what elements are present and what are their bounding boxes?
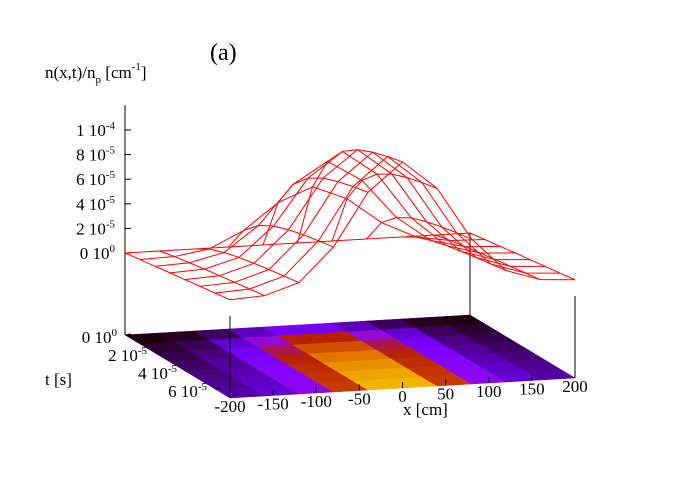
z-label-main: n(x,t)/n <box>45 63 96 82</box>
mesh-line <box>262 177 369 246</box>
tick-label: 1 10-4 <box>76 120 115 140</box>
tick-label-exp: -4 <box>106 120 116 132</box>
tick-label-exp: -5 <box>198 381 208 393</box>
t-axis-label: t [s] <box>45 370 72 389</box>
tick-label: 2 10-5 <box>108 345 147 365</box>
tick-label: 4 10-5 <box>76 194 115 214</box>
tick-label-exp: -5 <box>106 218 116 230</box>
tick-label-base: 8 10 <box>76 146 106 165</box>
tick-label-base: 4 10 <box>138 364 168 383</box>
x-tick-label: 200 <box>562 377 588 396</box>
tick-label: 0 100 <box>80 243 116 263</box>
z-label-end: ] <box>141 63 147 82</box>
x-tick-label: -50 <box>348 390 371 409</box>
tick-label-base: 4 10 <box>76 195 106 214</box>
mesh-line <box>184 148 531 281</box>
tick-label-base: 2 10 <box>76 219 106 238</box>
mesh-line <box>124 252 231 301</box>
annotation: (a) <box>210 40 237 66</box>
z-label-unit: [cm <box>101 63 132 82</box>
x-tick-label: -150 <box>258 395 289 414</box>
mesh-line <box>199 151 546 287</box>
mesh-line <box>228 225 334 248</box>
tick-label: 6 10-5 <box>168 381 207 401</box>
tick-label-exp: -5 <box>138 345 148 357</box>
mesh-line <box>159 250 265 297</box>
tick-label: 8 10-5 <box>76 145 115 165</box>
tick-label: 6 10-5 <box>76 169 115 189</box>
x-tick-label: 50 <box>437 385 454 404</box>
t-tick <box>124 333 132 336</box>
z-label-sub: p <box>96 74 102 86</box>
mesh-line <box>435 234 541 281</box>
x-tick-label: 0 <box>398 387 407 406</box>
z-axis-label: n(x,t)/np [cm-1] <box>45 61 147 86</box>
mesh-line <box>469 232 576 281</box>
x-tick-label: -200 <box>214 397 245 416</box>
x-tick-label: 150 <box>519 380 545 399</box>
t-tick <box>214 387 222 390</box>
mesh-line <box>400 236 507 272</box>
mesh-line <box>154 160 501 267</box>
x-tick-label: -100 <box>301 392 332 411</box>
tick-label-exp: 0 <box>112 327 118 339</box>
tick-label-exp: -5 <box>106 145 116 157</box>
mesh-line <box>331 173 438 242</box>
tick-label: 2 10-5 <box>76 218 115 238</box>
tick-label-exp: -5 <box>168 363 178 375</box>
mesh-line <box>366 217 472 240</box>
tick-label: 4 10-5 <box>138 363 177 383</box>
mesh-line <box>193 248 300 284</box>
z-label-sup: -1 <box>132 61 141 73</box>
tick-label-base: 1 10 <box>76 121 106 140</box>
tick-label-base: 6 10 <box>76 170 106 189</box>
tick-label: 0 100 <box>82 327 118 347</box>
x-tick-label: 100 <box>476 382 502 401</box>
tick-label-exp: -5 <box>106 194 116 206</box>
t-tick <box>154 351 162 354</box>
tick-label-base: 0 10 <box>80 244 110 263</box>
tick-label-exp: 0 <box>110 243 116 255</box>
x-axis-label: x [cm] <box>403 400 448 419</box>
tick-label-exp: -5 <box>106 169 116 181</box>
tick-label-base: 2 10 <box>108 346 138 365</box>
tick-label-base: 0 10 <box>82 328 112 347</box>
mesh-line <box>297 149 403 244</box>
t-tick <box>184 369 192 372</box>
tick-label-base: 6 10 <box>168 382 198 401</box>
